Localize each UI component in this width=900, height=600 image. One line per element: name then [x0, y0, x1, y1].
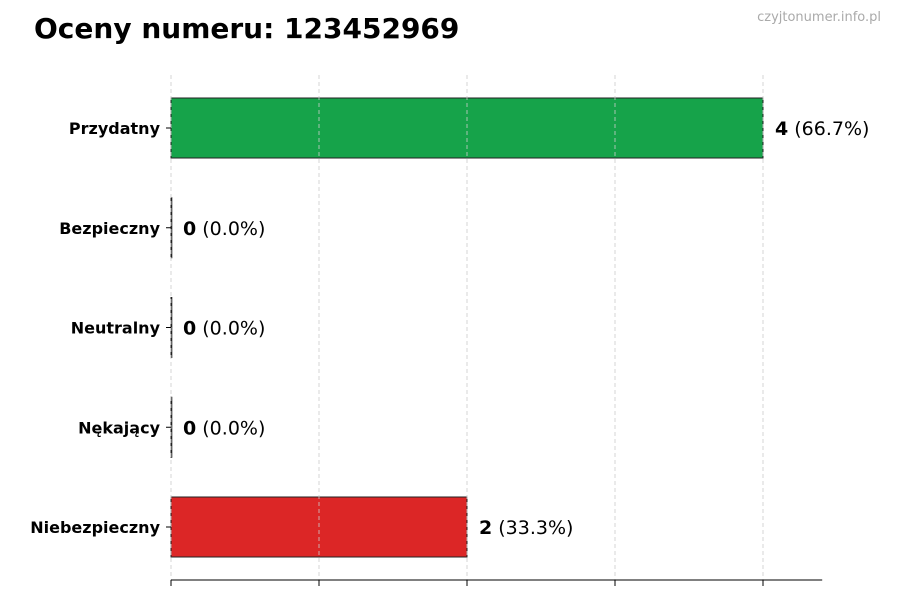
- data-label: 0 (0.0%): [183, 318, 265, 340]
- bar-1: [170, 197, 173, 259]
- category-label: Przydatny: [69, 119, 161, 138]
- data-label-percent: (33.3%): [492, 517, 573, 539]
- watermark: czyjtonumer.info.pl: [757, 10, 881, 25]
- category-label: Bezpieczny: [59, 219, 160, 238]
- chart-title: Oceny numeru: 123452969: [34, 12, 460, 45]
- data-label-count: 0: [183, 218, 196, 240]
- data-label-percent: (0.0%): [196, 218, 265, 240]
- data-label: 0 (0.0%): [183, 417, 265, 439]
- data-label: 0 (0.0%): [183, 218, 265, 240]
- data-label-count: 0: [183, 417, 196, 439]
- data-label-percent: (0.0%): [196, 318, 265, 340]
- category-label: Neutralny: [71, 319, 161, 338]
- data-label-percent: (0.0%): [196, 417, 265, 439]
- data-label: 2 (33.3%): [479, 517, 573, 539]
- data-label: 4 (66.7%): [775, 118, 869, 140]
- data-label-percent: (66.7%): [788, 118, 869, 140]
- category-label: Nękający: [78, 418, 160, 437]
- data-label-count: 4: [775, 118, 788, 140]
- category-label: Niebezpieczny: [30, 518, 160, 537]
- data-label-count: 2: [479, 517, 492, 539]
- data-label-count: 0: [183, 318, 196, 340]
